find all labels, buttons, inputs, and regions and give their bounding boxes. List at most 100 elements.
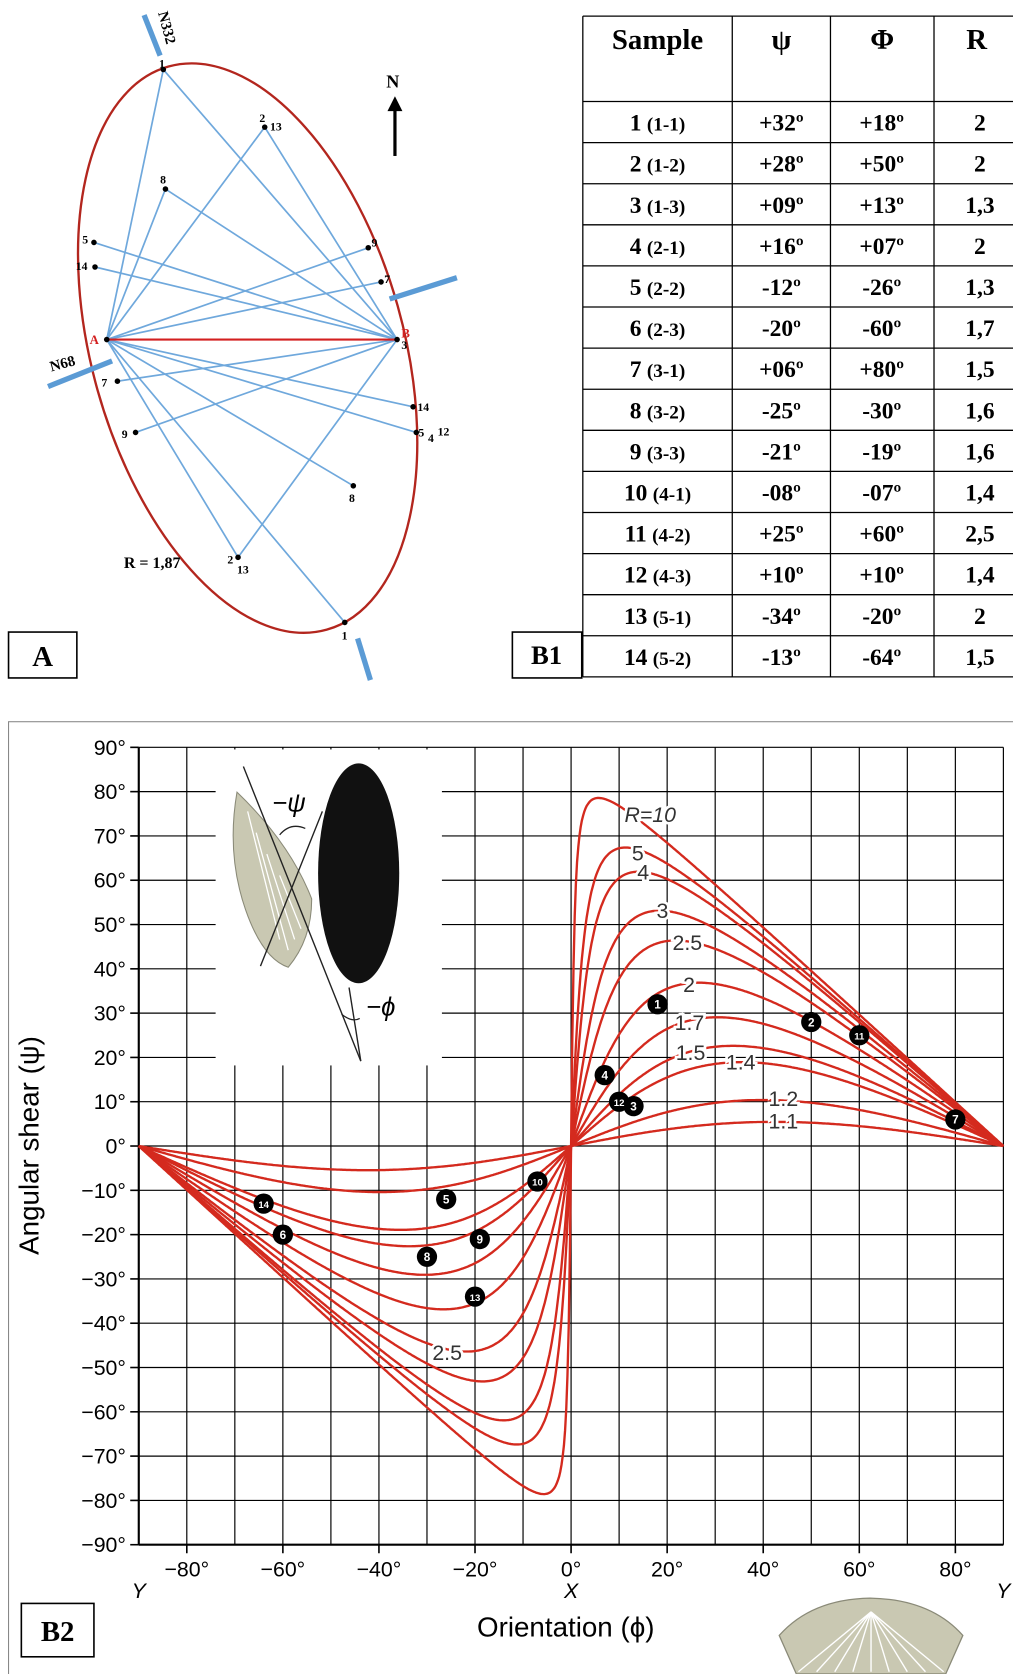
connector xyxy=(93,241,398,341)
fossil-rib xyxy=(255,832,289,951)
sample-point xyxy=(801,1011,822,1033)
point-label: 5 xyxy=(443,1193,450,1206)
connector xyxy=(106,338,414,408)
point xyxy=(114,378,121,384)
point-label: 14 xyxy=(258,1200,269,1211)
curve-label: 2.5 xyxy=(432,1341,462,1365)
x-tick-label: 40° xyxy=(747,1558,779,1582)
table-cell: 2 xyxy=(974,234,986,260)
sample-point xyxy=(647,994,668,1015)
table-cell: 12 (4-3) xyxy=(624,563,691,589)
sample-number: 12 xyxy=(624,563,647,589)
table-cell: 1,7 xyxy=(965,316,995,342)
sample-point xyxy=(527,1171,548,1192)
table-cell: -60º xyxy=(862,316,901,342)
fossil-rib xyxy=(870,1611,945,1673)
point-label: 10 xyxy=(532,1178,543,1189)
x-tick-label: −40° xyxy=(357,1558,402,1582)
ratio-label: R = 1,87 xyxy=(124,555,181,572)
point-label: 1 xyxy=(159,57,165,70)
axis-letter: Y xyxy=(996,1579,1012,1603)
fossil-rib xyxy=(834,1611,872,1673)
y-tick-label: 20° xyxy=(94,1046,126,1070)
sample-code: (3-2) xyxy=(647,402,685,423)
connector xyxy=(105,188,167,340)
axis-letter: Y xyxy=(132,1579,148,1603)
fossil-rib xyxy=(279,875,302,930)
y-tick-label: −30° xyxy=(81,1267,126,1291)
point xyxy=(103,336,110,343)
strike-mark xyxy=(141,14,163,57)
point xyxy=(378,279,384,285)
sample-code: (1-1) xyxy=(647,115,685,136)
curve-label: 1.5 xyxy=(676,1041,706,1065)
connector xyxy=(106,281,382,341)
strike-mark xyxy=(47,358,114,390)
point xyxy=(261,124,268,130)
strain-curve xyxy=(138,1120,1004,1172)
table-cell: 4 (2-1) xyxy=(630,234,685,260)
y-tick-label: −60° xyxy=(81,1400,126,1424)
sample-point xyxy=(849,1025,870,1046)
table-cell: -64º xyxy=(862,645,901,671)
point-label: 12 xyxy=(614,1098,625,1109)
curve-label: 2 xyxy=(683,973,695,997)
sample-point xyxy=(945,1109,966,1130)
point-label: 7 xyxy=(384,273,390,286)
table-cell: 6 (2-3) xyxy=(630,316,685,342)
table-cell: +10º xyxy=(859,563,904,589)
inset-arc xyxy=(279,825,306,836)
sample-number: 14 xyxy=(624,645,648,671)
y-tick-label: 70° xyxy=(94,824,126,848)
fossil-rib xyxy=(266,853,296,940)
point-label: 1 xyxy=(654,999,661,1012)
table-cell: 8 (3-2) xyxy=(630,398,685,424)
connector xyxy=(106,339,239,558)
table-header: R xyxy=(966,24,988,56)
table-cell: -08º xyxy=(762,480,801,506)
point-label: 8 xyxy=(349,492,355,505)
table-cell: 1,4 xyxy=(965,480,995,506)
table-cell: 10 (4-1) xyxy=(624,480,691,506)
point-label: 9 xyxy=(477,1233,484,1246)
sample-code: (1-2) xyxy=(647,156,685,177)
connector xyxy=(106,339,346,623)
point-label: 13 xyxy=(270,120,282,133)
table-cell: -21º xyxy=(762,439,801,465)
point xyxy=(413,429,420,436)
table-cell: -13º xyxy=(762,645,801,671)
table-cell: -30º xyxy=(862,398,901,424)
y-tick-label: 80° xyxy=(94,780,126,804)
point-label: 13 xyxy=(237,563,249,576)
point-label: 8 xyxy=(424,1251,431,1264)
table-cell: 5 (2-2) xyxy=(630,275,685,301)
point-label: 6 xyxy=(280,1229,287,1242)
table-cell: +18º xyxy=(859,111,904,137)
sample-number: 10 xyxy=(624,480,647,506)
table-cell: +10º xyxy=(759,563,804,589)
table-header: Φ xyxy=(870,24,894,56)
end-label: A xyxy=(90,333,100,347)
connector xyxy=(106,338,354,487)
strike-mark xyxy=(355,637,373,681)
panel-label: A xyxy=(32,641,53,673)
table-cell: -20º xyxy=(762,316,801,342)
fossil-sketch xyxy=(232,791,313,968)
table-cell: 1,3 xyxy=(965,193,994,219)
point-label: 4 xyxy=(428,432,434,445)
connector xyxy=(135,338,398,434)
inset-label: −ϕ xyxy=(366,993,395,1021)
table-cell: -26º xyxy=(862,275,901,301)
sample-code: (4-1) xyxy=(653,484,691,505)
sample-code: (5-1) xyxy=(653,608,691,629)
connector xyxy=(264,126,398,341)
sample-code: (3-1) xyxy=(647,361,685,382)
point xyxy=(342,619,348,626)
table-cell: +09º xyxy=(759,193,804,219)
table-cell: 1,5 xyxy=(965,357,994,383)
connector xyxy=(106,246,369,341)
inset-label: −ψ xyxy=(272,789,306,817)
strike-mark xyxy=(388,275,458,302)
sample-code: (2-2) xyxy=(647,279,685,300)
panel-label: B1 xyxy=(531,640,562,670)
